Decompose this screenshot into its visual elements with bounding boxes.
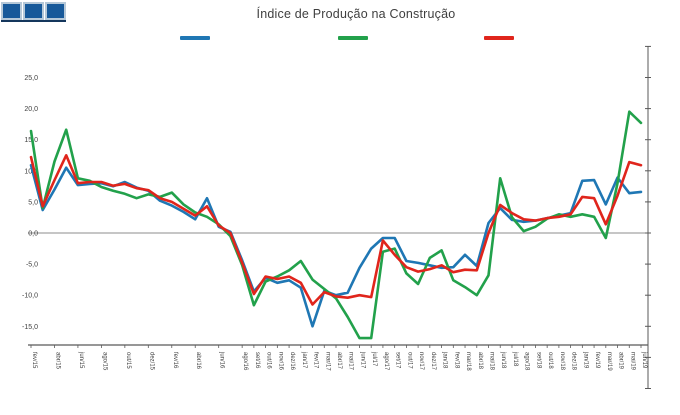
y-axis-label: -10,0 [22,293,38,300]
y-axis-label: -15,0 [22,324,38,331]
x-axis-label: mai/19 [629,352,635,371]
x-axis-label: ago/18 [524,352,530,371]
x-axis-label: out/17 [406,352,412,369]
x-axis-label: fev/19 [594,352,600,369]
y-axis-label: 0,0 [28,231,38,238]
legend-item-verde [338,36,374,40]
x-axis-label: ago/16 [242,352,248,371]
x-axis-label: set/16 [254,352,260,369]
y-axis-label: 10,0 [24,168,38,175]
x-axis-label: out/16 [266,352,272,369]
x-axis-label: dez/18 [571,352,577,371]
x-axis-label: jun/17 [359,351,365,369]
x-axis-label: jan/17 [301,351,307,369]
logo-tile-icon [23,2,44,20]
legend-swatch-azul [180,36,210,40]
x-axis-label: dez/15 [148,352,154,371]
x-axis-label: fev/18 [453,352,459,369]
y-axis-label: 25,0 [24,75,38,82]
x-axis-label: fev/16 [172,352,178,369]
x-axis-label: abr/16 [195,352,201,370]
x-axis-label: jul/18 [512,351,518,367]
x-axis-label: dez/16 [289,352,295,371]
y-axis-label: 20,0 [24,106,38,113]
x-axis-label: dez/17 [430,352,436,371]
x-axis-label: abr/19 [618,352,624,370]
x-axis-label: nov/18 [559,352,565,371]
x-axis-label: mar/17 [324,352,330,371]
series-line-azul [29,163,643,328]
chart-title: Índice de Produção na Construção [256,7,456,21]
x-axis-label: jun/18 [500,351,506,369]
legend-swatch-verde [338,36,368,40]
x-axis-label: jun/16 [219,351,225,369]
x-axis-label: ago/17 [383,352,389,371]
x-axis-label: abr/15 [54,352,60,370]
x-axis-label: jan/18 [442,351,448,369]
y-axis-label: 5,0 [28,199,38,206]
x-axis-label: jun/15 [78,351,84,369]
x-axis-label: mar/19 [606,352,612,371]
x-axis-label: mai/18 [489,352,495,371]
logo-tile-icon [45,2,66,20]
x-axis-label: mai/17 [348,352,354,371]
series-line-verde [29,110,643,340]
x-axis-label: fev/15 [31,352,37,369]
x-axis-label: jun/19 [641,351,647,369]
x-axis-label: mar/18 [465,352,471,371]
x-axis-label: abr/18 [477,352,483,370]
chart-legend [0,36,680,50]
x-axis-label: fev/17 [313,352,319,369]
series-line-vermelha [29,154,643,306]
x-axis-label: nov/16 [277,352,283,371]
x-axis-label: abr/17 [336,352,342,370]
x-axis-label: out/15 [125,352,131,369]
app-logo [1,2,66,22]
x-axis-label: ago/15 [101,352,107,371]
logo-tile-icon [1,2,22,20]
x-axis-label: set/18 [535,352,541,369]
x-axis-label: jan/19 [582,351,588,369]
y-axis-label: -5,0 [26,262,38,269]
legend-item-vermelha [484,36,520,40]
legend-swatch-vermelha [484,36,514,40]
x-axis-label: out/18 [547,352,553,369]
x-axis-label: set/17 [395,352,401,369]
legend-item-azul [180,36,216,40]
x-axis-label: jul/17 [371,351,377,367]
x-axis-label: nov/17 [418,352,424,371]
